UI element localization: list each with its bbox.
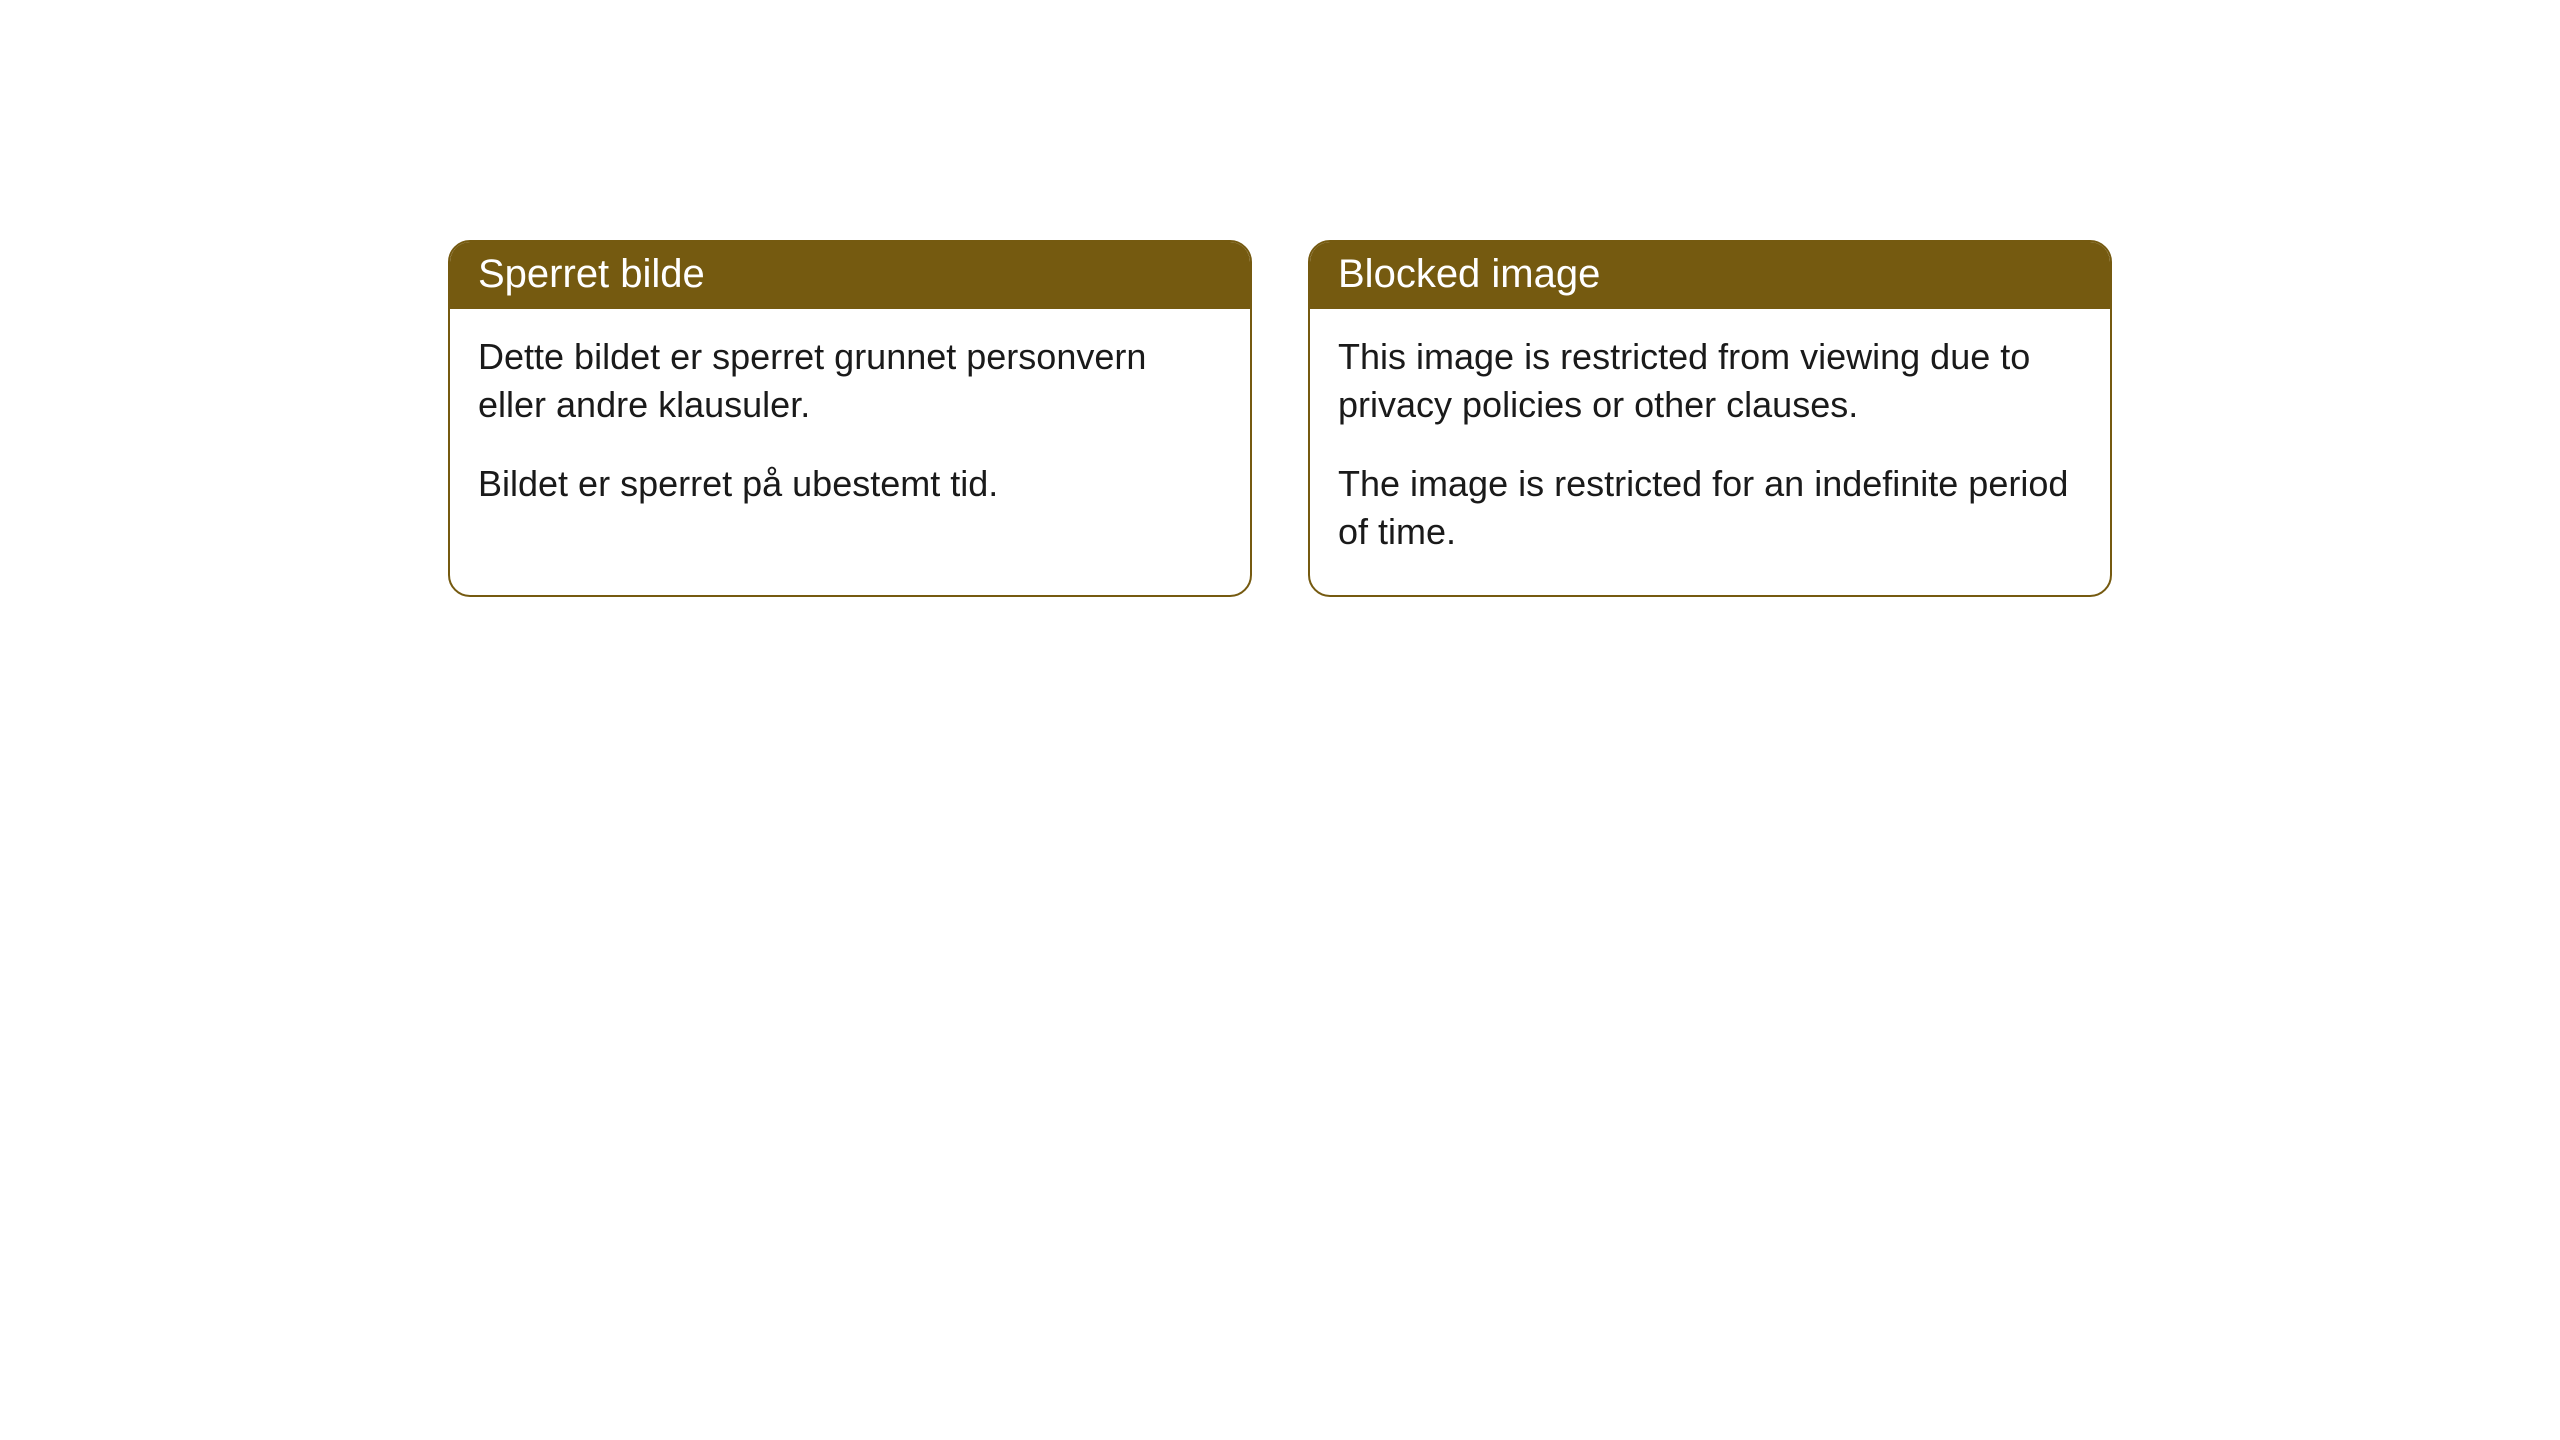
notice-cards-container: Sperret bilde Dette bildet er sperret gr…	[0, 0, 2560, 597]
card-title: Sperret bilde	[478, 252, 705, 296]
card-header: Blocked image	[1310, 242, 2110, 309]
card-body: This image is restricted from viewing du…	[1310, 309, 2110, 595]
card-header: Sperret bilde	[450, 242, 1250, 309]
card-paragraph: Bildet er sperret på ubestemt tid.	[478, 460, 1222, 508]
card-paragraph: Dette bildet er sperret grunnet personve…	[478, 333, 1222, 428]
card-paragraph: The image is restricted for an indefinit…	[1338, 460, 2082, 555]
card-paragraph: This image is restricted from viewing du…	[1338, 333, 2082, 428]
blocked-image-card-norwegian: Sperret bilde Dette bildet er sperret gr…	[448, 240, 1252, 597]
card-title: Blocked image	[1338, 252, 1600, 296]
card-body: Dette bildet er sperret grunnet personve…	[450, 309, 1250, 548]
blocked-image-card-english: Blocked image This image is restricted f…	[1308, 240, 2112, 597]
